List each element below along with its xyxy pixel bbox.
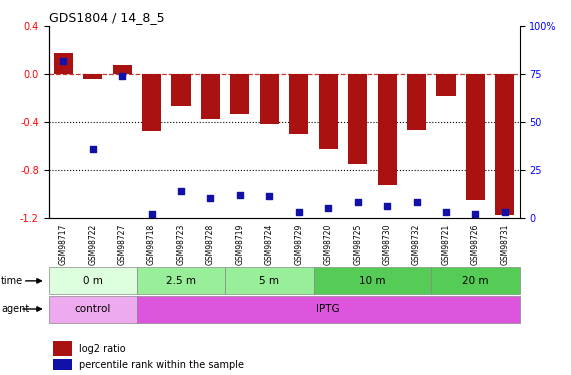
Bar	[112, 64, 132, 74]
Bar	[142, 74, 161, 132]
Point	[353, 199, 362, 205]
Point	[88, 146, 97, 152]
Bar	[225, 267, 313, 294]
Text: GDS1804 / 14_8_5: GDS1804 / 14_8_5	[49, 11, 164, 24]
Bar	[137, 267, 225, 294]
Point	[471, 211, 480, 217]
Point	[324, 205, 333, 211]
Bar	[171, 74, 191, 106]
Bar	[377, 74, 397, 185]
Bar	[53, 359, 72, 370]
Text: IPTG: IPTG	[316, 304, 340, 314]
Point	[235, 192, 244, 198]
Point	[383, 203, 392, 209]
Point	[147, 211, 156, 217]
Point	[500, 209, 509, 215]
Text: percentile rank within the sample: percentile rank within the sample	[79, 360, 244, 369]
Bar	[407, 74, 426, 130]
Bar	[49, 296, 137, 322]
Text: 10 m: 10 m	[359, 276, 385, 286]
Bar	[495, 74, 514, 215]
Bar	[466, 74, 485, 200]
Bar	[289, 74, 308, 134]
Bar	[260, 74, 279, 124]
Point	[265, 194, 274, 200]
Text: 5 m: 5 m	[259, 276, 279, 286]
Bar	[54, 53, 73, 74]
Bar	[83, 74, 102, 79]
Point	[206, 195, 215, 201]
Point	[441, 209, 451, 215]
Text: log2 ratio: log2 ratio	[79, 344, 126, 354]
Bar	[431, 267, 520, 294]
Text: 20 m: 20 m	[462, 276, 489, 286]
Bar	[436, 74, 456, 96]
Bar	[319, 74, 338, 149]
Bar	[313, 267, 431, 294]
Bar	[201, 74, 220, 120]
Point	[118, 73, 127, 79]
Bar	[137, 296, 520, 322]
Point	[294, 209, 303, 215]
Point	[412, 199, 421, 205]
Point	[176, 188, 186, 194]
Text: 0 m: 0 m	[83, 276, 103, 286]
Bar	[53, 341, 72, 356]
Text: 2.5 m: 2.5 m	[166, 276, 196, 286]
Text: control: control	[74, 304, 111, 314]
Bar	[348, 74, 367, 164]
Bar	[49, 267, 137, 294]
Bar	[230, 74, 250, 114]
Point	[59, 58, 68, 64]
Text: time: time	[1, 276, 23, 286]
Text: agent: agent	[1, 304, 29, 314]
